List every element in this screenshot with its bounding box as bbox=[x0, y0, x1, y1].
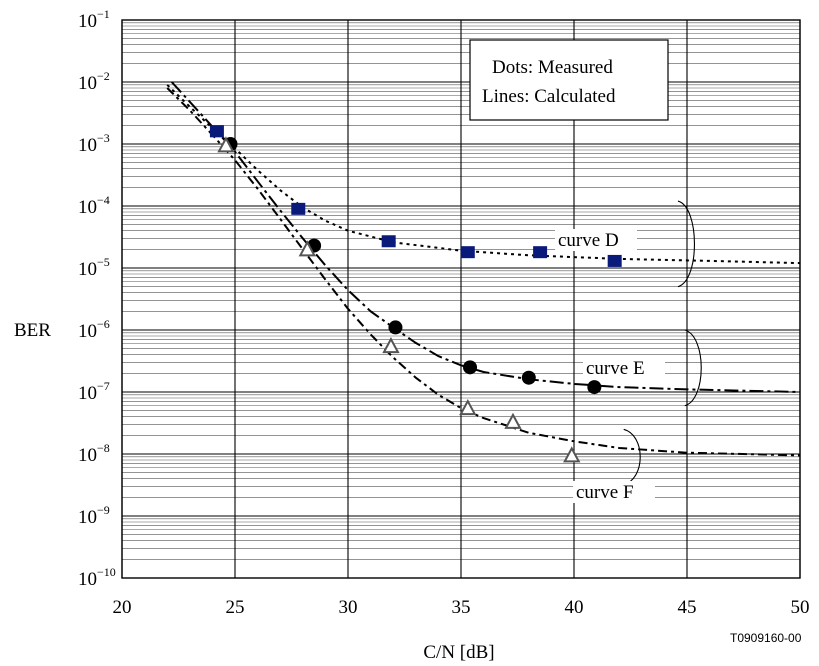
y-tick-label: 10−4 bbox=[78, 193, 110, 218]
legend-line-1: Dots: Measured bbox=[492, 57, 613, 78]
curve-F-label: curve F bbox=[576, 482, 634, 503]
curve-callouts: curve D curve E curve F bbox=[555, 200, 702, 503]
y-axis-label: BER bbox=[14, 320, 51, 341]
curve-D-brace bbox=[677, 200, 695, 288]
curve-F-measured-triangle bbox=[504, 412, 522, 429]
curve-D-measured-square bbox=[291, 202, 306, 215]
y-tick-label: 10−8 bbox=[78, 441, 110, 466]
major-grid bbox=[121, 19, 801, 579]
curve-D-label-bg bbox=[555, 229, 637, 251]
y-tick-label: 10−6 bbox=[78, 317, 110, 342]
y-tick-labels: 10−1 10−2 10−3 10−4 10−5 10−6 10−7 10−8 10−9 10−1… bbox=[78, 7, 116, 590]
plot-frame bbox=[121, 19, 801, 579]
y-tick-label: 10−2 bbox=[78, 69, 110, 94]
curve-F-measured-triangle bbox=[459, 398, 477, 416]
y-tick-label: 10−5 bbox=[78, 255, 110, 280]
legend-line-2: Lines: Calculated bbox=[482, 86, 616, 107]
curve-F-calculated-line bbox=[166, 87, 801, 457]
curve-F-measured-triangle bbox=[563, 446, 581, 463]
figure-code: T0909160-00 bbox=[730, 631, 802, 645]
curve-F-measured-triangle bbox=[217, 136, 235, 153]
x-tick-label: 40 bbox=[565, 597, 584, 618]
curve-E-calculated-line bbox=[170, 81, 801, 393]
x-tick-labels: 20 25 30 35 40 45 50 bbox=[113, 597, 810, 618]
calculated-curves bbox=[166, 81, 801, 457]
x-tick-label: 35 bbox=[452, 597, 471, 618]
y-tick-label: 10−10 bbox=[78, 565, 116, 590]
curve-D-measured-square bbox=[607, 254, 622, 267]
x-tick-label: 25 bbox=[226, 597, 245, 618]
y-tick-label: 10−3 bbox=[78, 131, 110, 156]
curve-E-brace bbox=[684, 329, 702, 407]
curve-F-label-bg bbox=[573, 481, 655, 503]
curve-D-label: curve D bbox=[558, 230, 619, 251]
curve-E-label: curve E bbox=[586, 358, 645, 379]
x-tick-label: 45 bbox=[678, 597, 697, 618]
curve-D-measured-square bbox=[533, 246, 548, 259]
curve-F-measured-triangle bbox=[382, 336, 400, 354]
curve-D-measured-square bbox=[209, 125, 224, 138]
curve-D-measured-square bbox=[460, 246, 475, 259]
curve-E-measured-circle bbox=[587, 380, 602, 395]
x-tick-label: 20 bbox=[113, 597, 132, 618]
x-axis-label: C/N [dB] bbox=[423, 642, 494, 663]
y-tick-label: 10−7 bbox=[78, 379, 110, 404]
curve-E-measured-circle bbox=[521, 370, 536, 385]
curve-E-measured-circle bbox=[463, 360, 478, 375]
legend: Dots: Measured Lines: Calculated bbox=[469, 39, 669, 121]
x-tick-label: 30 bbox=[339, 597, 358, 618]
curve-F-measured-triangle bbox=[298, 240, 316, 257]
y-tick-label: 10−9 bbox=[78, 503, 110, 528]
curve-E-label-bg bbox=[583, 357, 665, 379]
measured-markers bbox=[209, 125, 622, 463]
legend-box bbox=[469, 39, 669, 121]
curve-E-measured-circle bbox=[388, 320, 403, 335]
curve-D-measured-square bbox=[381, 235, 396, 248]
x-tick-label: 50 bbox=[791, 597, 810, 618]
y-tick-label: 10−1 bbox=[78, 7, 110, 32]
